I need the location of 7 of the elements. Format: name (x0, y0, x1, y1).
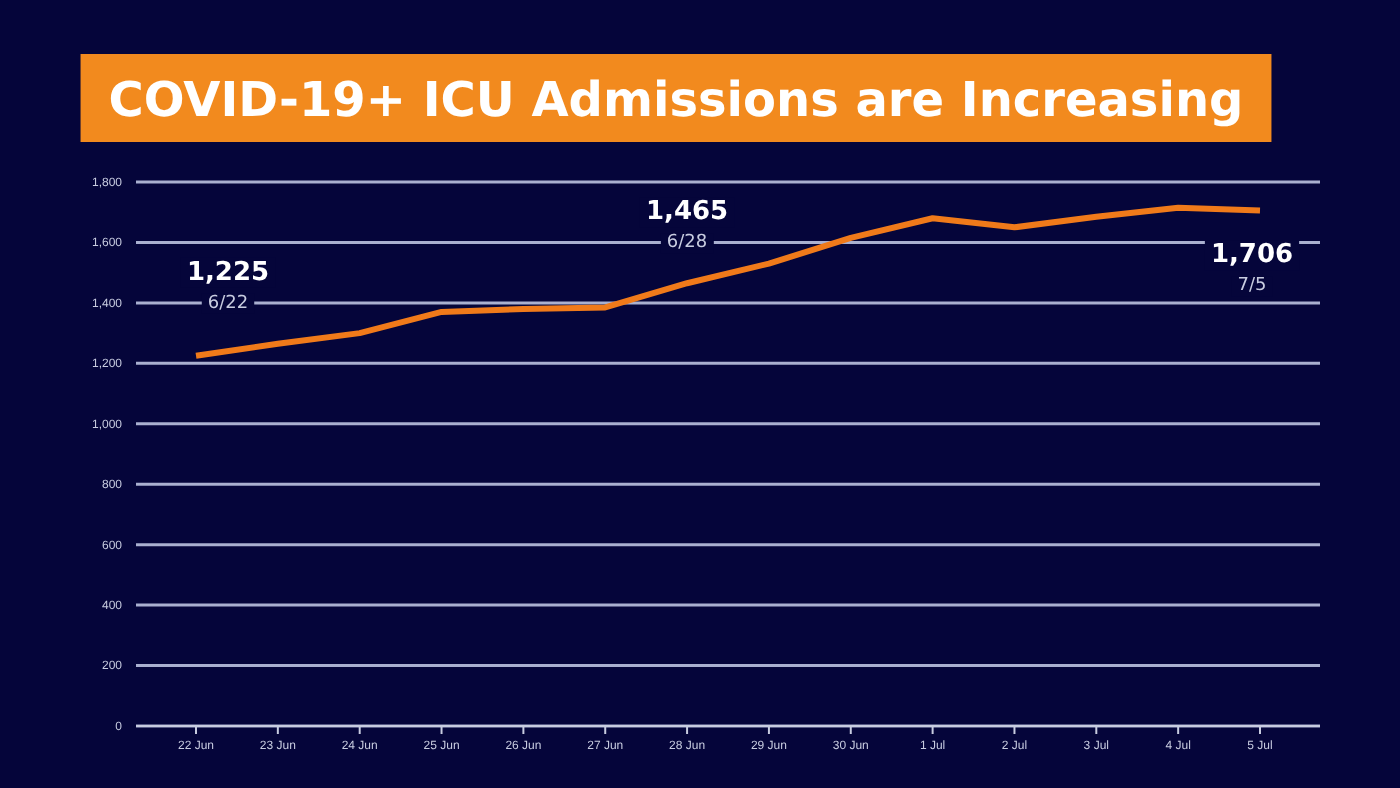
annotation: 1,465 (645, 197, 729, 228)
annotation: 6/22 (207, 293, 249, 314)
annotation: 7/5 (1237, 276, 1267, 297)
annotation: 6/28 (666, 233, 708, 254)
annotation: 1,225 (186, 257, 270, 288)
chart-title: COVID-19+ ICU Admissions are Increasing (108, 72, 1244, 128)
annotation: 1,706 (1210, 240, 1294, 271)
